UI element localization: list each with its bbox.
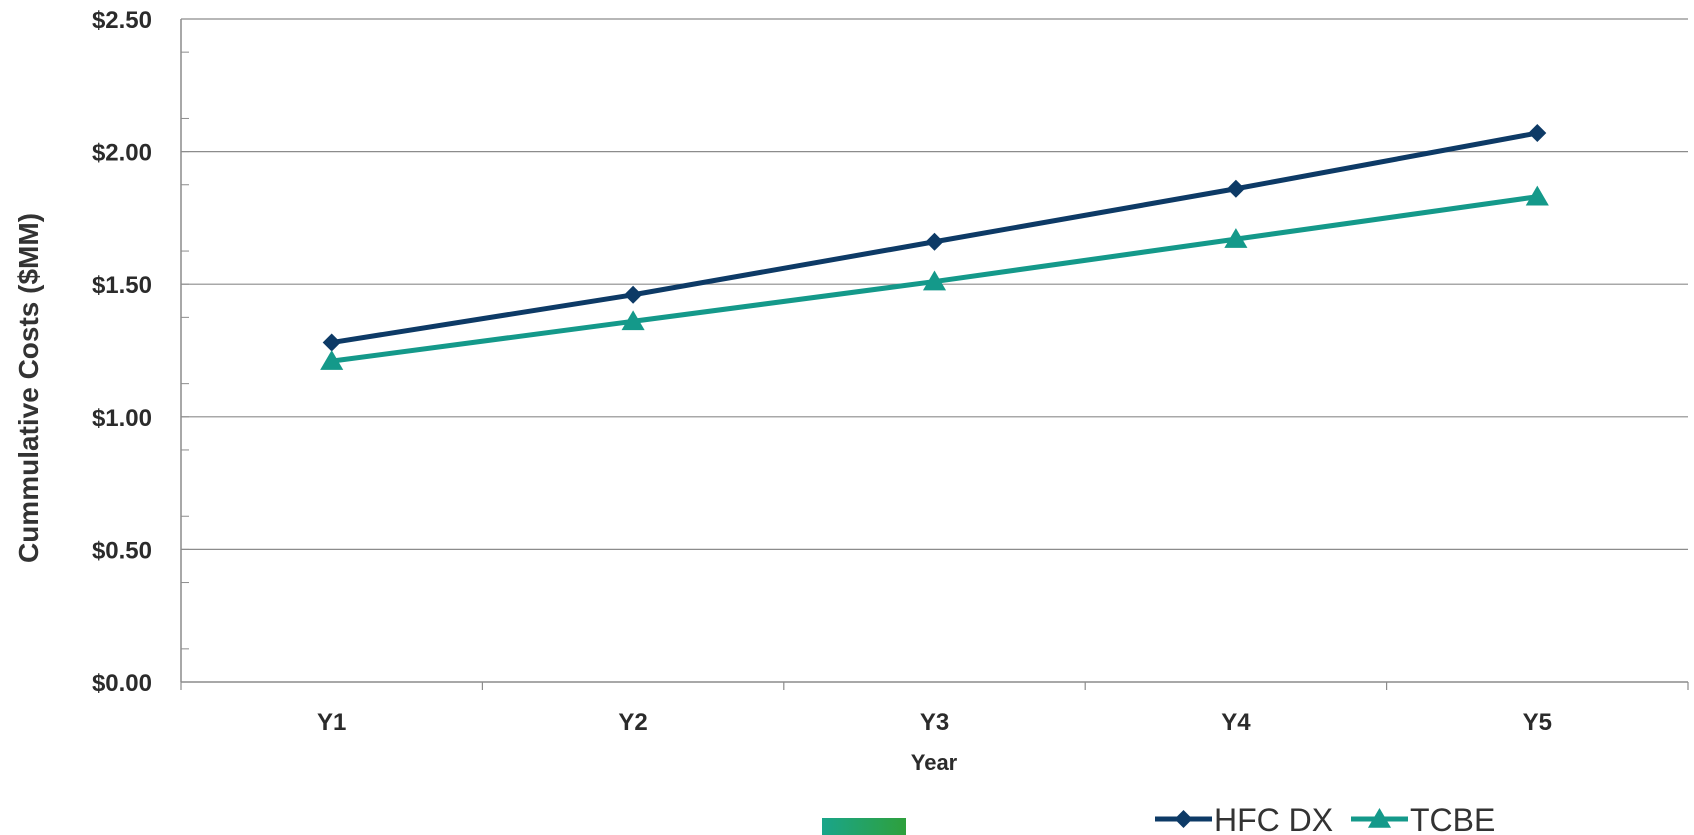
y-tick-label: $0.50 <box>92 537 152 564</box>
data-point <box>1226 179 1245 198</box>
x-tick-label: Y4 <box>1221 709 1251 736</box>
x-tick-label: Y1 <box>317 709 346 736</box>
x-tick-label: Y5 <box>1523 709 1552 736</box>
series-hfc-dx <box>322 124 1547 352</box>
data-point <box>922 270 947 291</box>
data-point <box>1525 185 1549 206</box>
y-tick-labels: $0.00 $0.50 $1.00 $1.50 $2.00 $2.50 <box>92 7 152 697</box>
data-point <box>322 333 341 352</box>
data-point <box>320 350 344 370</box>
legend-marker <box>1174 810 1193 828</box>
legend-item: HFC DX <box>1155 802 1333 835</box>
series-tcbe <box>320 185 1549 370</box>
data-point <box>621 310 645 331</box>
y-tick-label: $2.50 <box>92 7 152 34</box>
y-tick-label: $1.50 <box>92 272 152 299</box>
series-group <box>320 124 1549 370</box>
y-tick-label: $1.00 <box>92 405 152 432</box>
x-tick-label: Y3 <box>920 709 949 736</box>
legend-item: TCBE <box>1351 802 1495 835</box>
data-point <box>925 232 944 251</box>
decorative-swatch <box>822 818 906 835</box>
x-tick-labels: Y1 Y2 Y3 Y4 Y5 <box>317 709 1552 736</box>
legend-label: TCBE <box>1410 802 1495 835</box>
y-tick-label: $2.00 <box>92 140 152 167</box>
data-point <box>1528 124 1547 143</box>
y-axis-label: Cummulative Costs ($MM) <box>13 213 44 563</box>
data-point <box>624 285 643 304</box>
y-tick-label: $0.00 <box>92 670 152 697</box>
axes <box>180 18 1689 690</box>
x-tick-label: Y2 <box>618 709 647 736</box>
x-axis-label: Year <box>911 750 958 775</box>
data-point <box>1224 228 1248 248</box>
legend-label: HFC DX <box>1214 802 1333 835</box>
legend: HFC DX TCBE <box>1155 802 1495 835</box>
legend-marker <box>1367 808 1392 828</box>
